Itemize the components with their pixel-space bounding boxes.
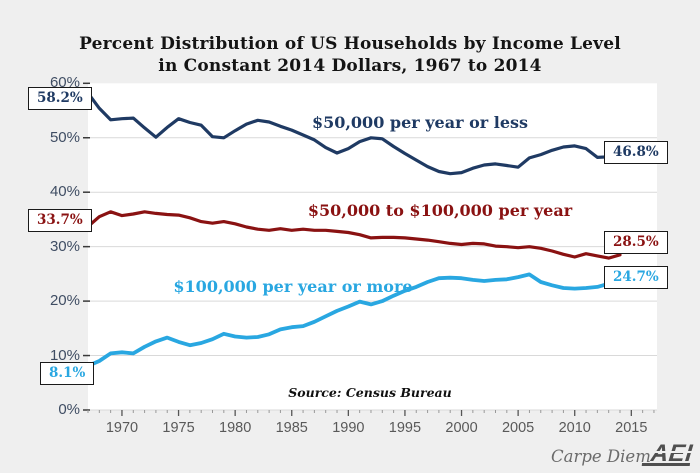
x-tick-label: 2000	[445, 420, 478, 436]
value-box-2014-under50k: 46.8%	[604, 141, 668, 164]
y-tick-label: 40%	[49, 183, 80, 201]
carpe-diem-credit: Carpe Diem	[551, 447, 651, 466]
x-tick-label: 1985	[275, 420, 308, 436]
series-label-100k-or-more: $100,000 per year or more	[173, 277, 413, 296]
value-box-2014-over100k: 24.7%	[604, 266, 668, 289]
x-tick-label: 1970	[105, 420, 139, 436]
series-label-50k-or-less: $50,000 per year or less	[311, 113, 529, 132]
x-tick-label: 1990	[332, 420, 365, 436]
aei-logo: AEI	[649, 440, 694, 467]
y-tick-label: 20%	[49, 292, 80, 310]
value-box-1967-under50k: 58.2%	[28, 87, 92, 110]
x-tick-label: 1975	[162, 420, 195, 436]
x-tick-label: 2010	[558, 420, 591, 436]
x-tick-label: 2005	[501, 420, 535, 436]
value-box-1967-50to100k: 33.7%	[28, 209, 92, 232]
x-tick-label: 2015	[615, 420, 648, 436]
x-tick-label: 1980	[219, 420, 252, 436]
y-tick-label: 0%	[58, 401, 80, 418]
y-tick-label: 10%	[49, 346, 80, 364]
chart-title: Percent Distribution of US Households by…	[0, 33, 700, 77]
chart-title-line2: in Constant 2014 Dollars, 1967 to 2014	[158, 56, 542, 76]
x-tick-label: 1995	[388, 420, 422, 436]
y-tick-label: 30%	[49, 237, 80, 255]
series-label-50k-to-100k: $50,000 to $100,000 per year	[307, 201, 573, 220]
source-note: Source: Census Bureau	[288, 385, 452, 400]
value-box-2014-50to100k: 28.5%	[604, 231, 668, 254]
value-box-1967-over100k: 8.1%	[40, 362, 95, 385]
y-tick-label: 50%	[49, 128, 80, 146]
chart-title-line1: Percent Distribution of US Households by…	[79, 34, 621, 54]
